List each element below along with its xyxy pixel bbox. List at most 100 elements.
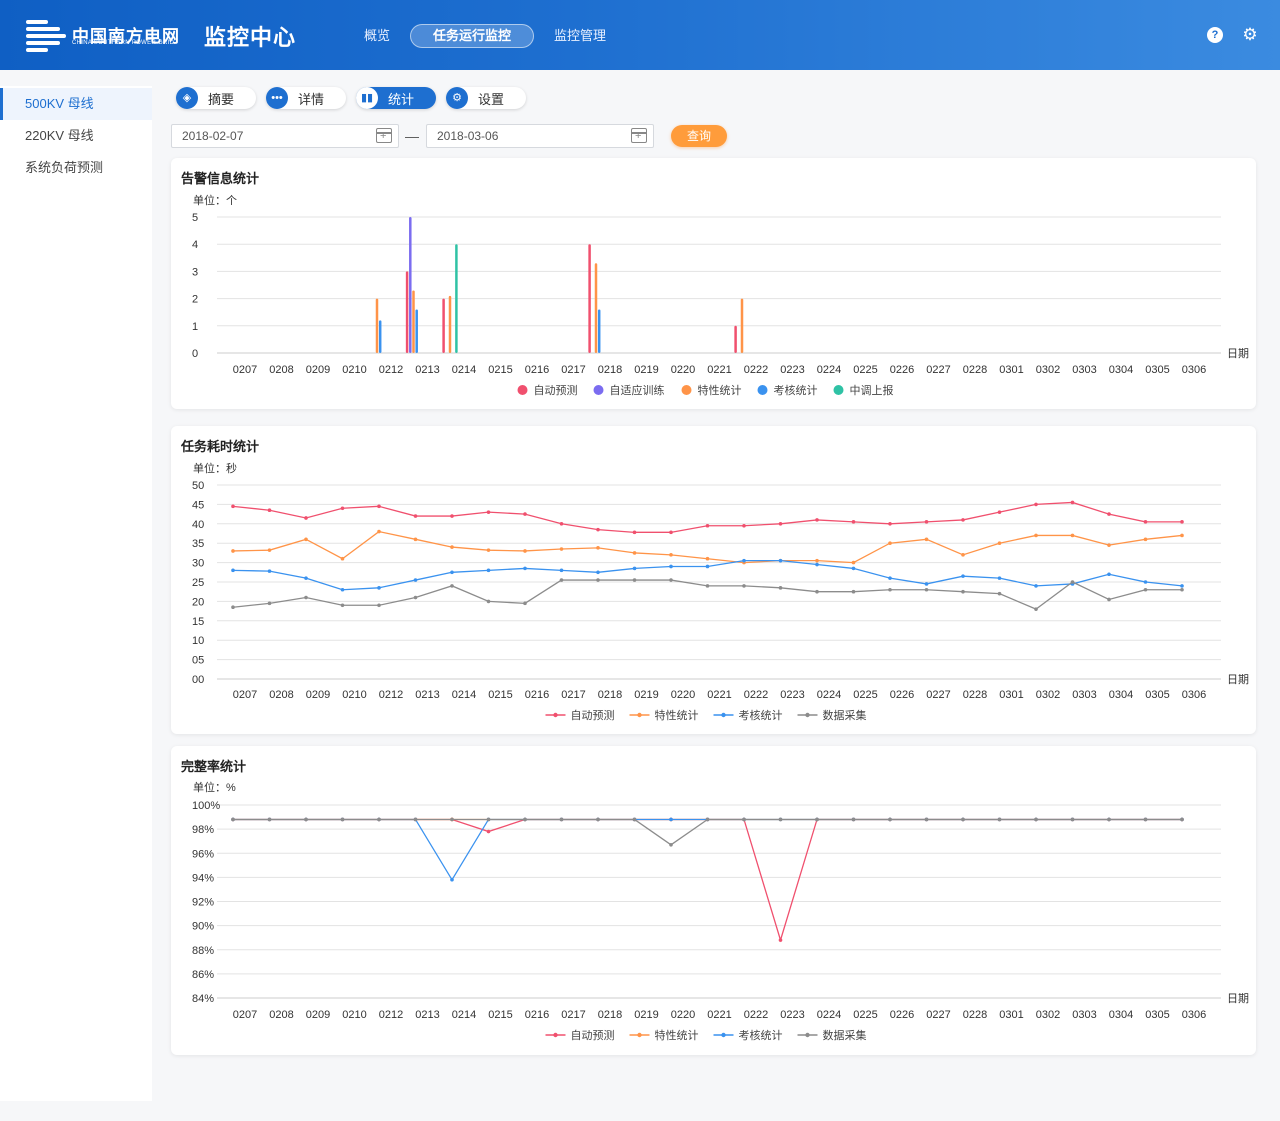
bar xyxy=(455,244,458,353)
data-point xyxy=(851,589,856,594)
data-point xyxy=(851,560,856,565)
data-point xyxy=(377,817,381,822)
legend-label: 数据采集 xyxy=(823,708,867,722)
y-tick-label: 35 xyxy=(192,538,204,550)
data-point xyxy=(888,576,892,580)
x-tick-label: 0227 xyxy=(926,1009,950,1021)
data-point xyxy=(1143,587,1148,592)
data-point xyxy=(851,520,856,524)
data-point xyxy=(413,595,418,600)
x-tick-label: 0213 xyxy=(415,689,439,701)
x-tick-label: 0304 xyxy=(1109,364,1133,376)
data-point xyxy=(559,547,564,551)
legend-marker-dot xyxy=(637,1032,642,1038)
tab-settings[interactable]: ⚙ 设置 xyxy=(446,87,527,109)
x-tick-label: 0228 xyxy=(963,689,987,701)
data-point xyxy=(924,520,929,524)
nav-task-monitor[interactable]: 任务运行监控 xyxy=(410,24,535,48)
x-tick-label: 0207 xyxy=(233,689,257,701)
nav-overview[interactable]: 概览 xyxy=(364,28,391,43)
data-point xyxy=(961,574,965,578)
data-point xyxy=(413,514,418,518)
y-tick-label: 4 xyxy=(192,239,198,251)
chart-title: 任务耗时统计 xyxy=(181,439,260,454)
y-tick-label: 0 xyxy=(192,348,198,360)
legend-label: 自动预测 xyxy=(534,384,578,397)
data-point xyxy=(705,584,710,588)
bar xyxy=(588,244,591,353)
data-point xyxy=(1070,533,1075,538)
data-point xyxy=(997,576,1002,580)
sidebar-item-220kv[interactable]: 220KV 母线 xyxy=(25,128,94,143)
data-point xyxy=(559,817,564,822)
data-point xyxy=(742,558,746,563)
data-point xyxy=(851,817,856,822)
x-tick-label: 0226 xyxy=(890,364,914,376)
x-tick-label: 0303 xyxy=(1072,364,1096,376)
x-tick-label: 0222 xyxy=(744,689,768,701)
x-tick-label: 0207 xyxy=(233,1009,257,1021)
data-point xyxy=(924,582,929,586)
end-date-input[interactable]: 2018-03-06 xyxy=(426,124,654,148)
y-tick-label: 90% xyxy=(192,921,214,933)
y-tick-label: 94% xyxy=(192,872,214,884)
calendar-icon[interactable] xyxy=(631,128,647,143)
x-tick-label: 0216 xyxy=(525,1009,549,1021)
y-tick-label: 3 xyxy=(192,266,198,278)
x-tick-label: 0208 xyxy=(269,689,293,701)
bar xyxy=(448,295,452,353)
legend-marker-dot xyxy=(805,1032,810,1038)
x-tick-label: 0212 xyxy=(379,1009,403,1021)
data-point xyxy=(304,817,308,822)
data-point xyxy=(778,586,783,590)
legend-marker-dot xyxy=(553,1032,558,1038)
tab-statistics[interactable]: ▮▮ 统计 xyxy=(356,87,437,109)
data-point xyxy=(997,591,1002,596)
legend-marker-dot xyxy=(805,712,810,718)
x-tick-label: 0223 xyxy=(780,364,804,376)
legend-marker xyxy=(757,385,768,395)
data-point xyxy=(742,523,746,528)
data-point xyxy=(1180,584,1184,588)
more-icon: ••• xyxy=(266,87,289,109)
data-point xyxy=(231,504,235,509)
x-tick-label: 0224 xyxy=(817,1009,841,1021)
alarm-chart-card: 告警信息统计 单位：个 0 1 2 3 4 5 0207 0208 0209 0210 0212 02… xyxy=(171,158,1256,409)
y-tick-label: 05 xyxy=(192,655,204,667)
x-tick-label: 0304 xyxy=(1109,689,1133,701)
x-tick-label: 0220 xyxy=(671,1009,695,1021)
start-date-input[interactable]: 2018-02-07 xyxy=(171,124,399,148)
legend-label: 自动预测 xyxy=(571,709,615,722)
tab-summary[interactable]: ◈ 摘要 xyxy=(176,87,257,109)
query-button[interactable]: 查询 xyxy=(671,125,727,147)
data-point xyxy=(596,817,600,822)
calendar-icon[interactable] xyxy=(376,128,392,143)
data-point xyxy=(267,569,272,573)
sidebar-item-500kv[interactable]: 500KV 母线 xyxy=(0,88,152,120)
data-point xyxy=(705,556,710,561)
duration-line-chart: 00 05 10 15 20 25 30 35 40 45 50 0207 0208 0209 0210 02… xyxy=(192,480,1249,722)
nav-monitor-manage[interactable]: 监控管理 xyxy=(554,28,607,43)
gear-icon[interactable]: ⚙ xyxy=(1242,25,1258,44)
data-point xyxy=(304,516,308,520)
legend-label: 特性统计 xyxy=(655,1028,699,1042)
x-tick-label: 0301 xyxy=(999,364,1023,376)
data-point xyxy=(1107,597,1111,602)
bar xyxy=(409,217,412,353)
series-line xyxy=(233,818,1182,943)
data-point xyxy=(669,817,673,822)
brand-name: 中国南方电网 xyxy=(72,27,180,46)
tab-detail[interactable]: ••• 详情 xyxy=(266,87,347,109)
x-tick-label: 0225 xyxy=(853,364,877,376)
x-tick-label: 0216 xyxy=(525,364,549,376)
x-tick-label: 0301 xyxy=(999,1009,1023,1021)
bar xyxy=(734,325,737,353)
legend-marker xyxy=(593,385,604,395)
x-tick-label: 0208 xyxy=(269,1009,293,1021)
y-tick-label: 84% xyxy=(192,993,214,1005)
x-tick-label: 0210 xyxy=(342,364,366,376)
question-icon[interactable]: ? xyxy=(1207,27,1223,43)
sidebar-item-load-forecast[interactable]: 系统负荷预测 xyxy=(25,160,104,175)
legend-label: 特性统计 xyxy=(655,708,699,722)
data-point xyxy=(596,546,600,550)
